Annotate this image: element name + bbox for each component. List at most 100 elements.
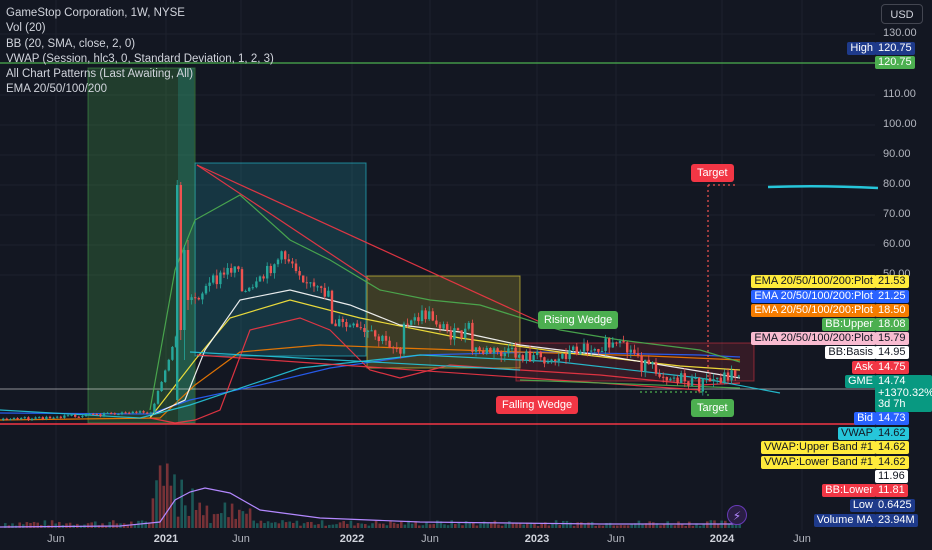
candle-body	[45, 416, 48, 420]
candle-body	[117, 414, 120, 416]
candle-body	[84, 414, 88, 417]
volume-bar	[212, 514, 216, 528]
candle-body	[284, 251, 287, 260]
volume-bar	[234, 518, 237, 528]
candle-body	[99, 414, 102, 417]
candle-body	[399, 348, 402, 354]
volume-bar	[551, 523, 554, 528]
change-percent: +1370.32%	[878, 386, 932, 399]
legend-indicator[interactable]: VWAP (Session, hlc3, 0, Standard Deviati…	[6, 52, 274, 65]
volume-bar	[450, 520, 453, 528]
candle-body	[316, 286, 319, 288]
high-value-label: 120.75	[875, 42, 915, 55]
volume-bar	[482, 521, 486, 528]
volume-bar	[702, 523, 705, 528]
volume-bar	[677, 521, 680, 528]
candle-body	[327, 290, 330, 297]
volume-bar	[90, 522, 93, 528]
candle-body	[431, 311, 434, 321]
candle-body	[183, 250, 186, 330]
candle-body	[240, 269, 244, 292]
time-tick: Jun	[47, 533, 65, 545]
volume-bar	[536, 525, 540, 528]
volume-bar	[288, 521, 291, 528]
volume-bar	[716, 524, 720, 528]
volume-bar	[317, 524, 320, 528]
volume-bar	[241, 511, 245, 528]
candle-body	[88, 413, 91, 415]
candle-body	[590, 350, 593, 352]
candle-body	[230, 268, 233, 273]
candle-body	[149, 412, 152, 414]
bb-lower-label: BB:Lower	[822, 484, 876, 497]
ema-plot-value: 18.50	[875, 304, 909, 317]
volume-bar	[641, 523, 644, 528]
volume-bar	[590, 521, 594, 528]
candle-body	[294, 263, 298, 272]
legend-indicator[interactable]: All Chart Patterns (Last Awaiting, All)	[6, 68, 194, 81]
volume-bar	[151, 498, 155, 528]
volume-bar	[569, 522, 572, 528]
volume-bar	[248, 508, 252, 528]
pattern-overlays	[640, 184, 879, 399]
candle-body	[110, 412, 113, 414]
candle-body	[131, 411, 134, 414]
candle-body	[496, 348, 499, 352]
price-value-label: 11.96	[875, 470, 908, 483]
legend-indicator[interactable]: Vol (20)	[6, 22, 46, 35]
volume-bar	[302, 523, 306, 528]
volume-bar	[349, 520, 353, 528]
volume-bar	[378, 523, 381, 528]
ema-plot-value: 21.25	[875, 290, 909, 303]
volume-bar	[425, 522, 428, 528]
candle-body	[135, 411, 138, 413]
candle-body	[719, 377, 722, 383]
upper-target-tag[interactable]: Target	[691, 164, 734, 182]
volume-bar	[335, 524, 338, 528]
volume-bar	[454, 523, 457, 528]
legend-indicator[interactable]: EMA 20/50/100/200	[6, 83, 108, 96]
volume-bar	[43, 520, 47, 528]
candle-body	[208, 282, 211, 286]
lightning-icon[interactable]: ⚡	[727, 505, 747, 525]
volume-bar	[562, 520, 565, 528]
candle-body	[120, 412, 124, 415]
candle-body	[27, 417, 30, 420]
rising-wedge-tag[interactable]: Rising Wedge	[538, 311, 619, 329]
candle-body	[651, 362, 654, 365]
candle-body	[680, 373, 683, 384]
candle-body	[460, 330, 463, 338]
volume-bar	[133, 524, 137, 528]
lower-target-tag[interactable]: Target	[691, 399, 734, 417]
volume-ma-label: Volume MA	[813, 514, 876, 527]
bb-upper-value: 18.08	[875, 318, 909, 331]
candle-body	[557, 358, 560, 362]
volume-bar	[529, 522, 533, 528]
candle-body	[194, 297, 197, 299]
candle-body	[370, 330, 373, 332]
candle-body	[77, 416, 80, 418]
volume-bar	[58, 521, 61, 528]
candle-body	[582, 343, 586, 352]
candle-body	[532, 355, 535, 362]
volume-bar	[108, 521, 111, 528]
volume-bar	[472, 522, 475, 528]
currency-button[interactable]: USD	[881, 4, 923, 24]
candle-body	[338, 319, 341, 327]
falling-wedge-tag[interactable]: Falling Wedge	[496, 396, 579, 414]
candle-body	[428, 311, 431, 320]
candle-body	[644, 359, 647, 372]
volume-bar	[583, 524, 587, 528]
candle-body	[568, 350, 571, 359]
legend-indicator[interactable]: BB (20, SMA, close, 2, 0)	[6, 37, 136, 50]
volume-bar	[112, 520, 115, 528]
candle-body	[492, 348, 496, 354]
volume-bar	[94, 521, 97, 528]
volume-bar	[374, 520, 378, 528]
bb-lower-line	[149, 317, 741, 424]
candle-body	[124, 412, 127, 414]
candle-body	[146, 412, 149, 414]
volume-bar	[421, 525, 425, 528]
candle-body	[658, 373, 661, 377]
